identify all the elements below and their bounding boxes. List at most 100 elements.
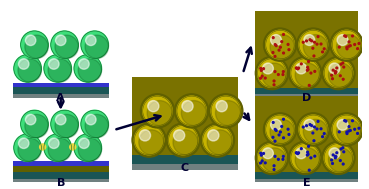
Circle shape: [311, 40, 313, 42]
Circle shape: [273, 84, 275, 86]
FancyBboxPatch shape: [255, 168, 358, 172]
Circle shape: [295, 148, 320, 172]
Circle shape: [55, 114, 66, 125]
Circle shape: [289, 57, 322, 90]
Circle shape: [74, 134, 101, 161]
Circle shape: [299, 30, 328, 59]
Circle shape: [263, 68, 265, 70]
Circle shape: [339, 160, 341, 161]
Circle shape: [262, 63, 273, 74]
FancyBboxPatch shape: [13, 87, 109, 94]
Circle shape: [169, 125, 198, 155]
Circle shape: [261, 75, 263, 77]
Circle shape: [332, 69, 334, 71]
Circle shape: [55, 114, 78, 138]
Circle shape: [311, 125, 313, 126]
Circle shape: [310, 157, 312, 159]
FancyBboxPatch shape: [255, 96, 358, 172]
Circle shape: [302, 126, 304, 128]
Circle shape: [331, 159, 332, 161]
Circle shape: [280, 131, 281, 133]
Circle shape: [173, 130, 185, 141]
Circle shape: [358, 127, 360, 129]
Circle shape: [258, 143, 286, 172]
Circle shape: [343, 151, 345, 153]
Circle shape: [288, 134, 290, 135]
Circle shape: [310, 72, 312, 74]
Circle shape: [18, 138, 29, 149]
Circle shape: [289, 141, 322, 174]
Circle shape: [39, 144, 46, 150]
Circle shape: [322, 51, 324, 53]
Circle shape: [177, 96, 206, 125]
Circle shape: [308, 169, 310, 171]
Circle shape: [335, 71, 337, 73]
Circle shape: [342, 147, 344, 149]
Circle shape: [336, 152, 338, 154]
Circle shape: [345, 120, 347, 122]
Circle shape: [21, 110, 48, 138]
Circle shape: [348, 45, 350, 47]
Circle shape: [299, 115, 328, 144]
Circle shape: [261, 154, 262, 156]
Circle shape: [182, 101, 193, 112]
Circle shape: [309, 39, 311, 41]
Circle shape: [345, 36, 347, 37]
Circle shape: [312, 47, 314, 49]
Circle shape: [25, 35, 48, 58]
Circle shape: [273, 165, 275, 167]
Circle shape: [330, 28, 363, 61]
Circle shape: [300, 148, 302, 149]
Circle shape: [48, 59, 72, 82]
Circle shape: [322, 136, 324, 138]
Circle shape: [18, 59, 29, 69]
Circle shape: [307, 151, 308, 153]
Circle shape: [260, 162, 262, 164]
Circle shape: [255, 57, 289, 90]
Circle shape: [352, 35, 354, 37]
Circle shape: [274, 44, 276, 46]
Circle shape: [263, 28, 297, 61]
Circle shape: [281, 41, 283, 43]
Circle shape: [337, 119, 348, 130]
Circle shape: [296, 148, 307, 159]
Circle shape: [51, 31, 78, 58]
FancyBboxPatch shape: [255, 172, 358, 178]
Text: E: E: [303, 178, 311, 188]
Circle shape: [348, 130, 350, 132]
Circle shape: [334, 71, 336, 72]
Circle shape: [140, 94, 175, 128]
Circle shape: [147, 101, 172, 125]
Circle shape: [330, 113, 363, 146]
Circle shape: [55, 35, 66, 46]
Circle shape: [79, 138, 89, 149]
Circle shape: [354, 44, 356, 45]
FancyBboxPatch shape: [132, 77, 238, 155]
Circle shape: [338, 46, 340, 48]
Text: A: A: [56, 93, 65, 103]
Circle shape: [346, 131, 348, 133]
Circle shape: [78, 138, 101, 161]
Circle shape: [317, 36, 319, 37]
Circle shape: [260, 77, 262, 79]
Circle shape: [346, 48, 348, 50]
Circle shape: [303, 119, 328, 144]
Circle shape: [262, 148, 286, 172]
FancyBboxPatch shape: [13, 83, 109, 88]
Circle shape: [344, 120, 345, 122]
Circle shape: [337, 35, 348, 46]
Circle shape: [51, 110, 78, 138]
Circle shape: [274, 140, 276, 142]
Circle shape: [340, 148, 342, 150]
Circle shape: [348, 41, 350, 43]
Circle shape: [272, 122, 274, 123]
Circle shape: [272, 37, 274, 39]
Circle shape: [200, 123, 234, 157]
Circle shape: [274, 71, 276, 73]
Circle shape: [306, 69, 308, 71]
Circle shape: [340, 63, 342, 65]
Circle shape: [181, 101, 206, 125]
FancyBboxPatch shape: [255, 178, 358, 182]
FancyBboxPatch shape: [132, 163, 238, 170]
Circle shape: [298, 67, 300, 69]
